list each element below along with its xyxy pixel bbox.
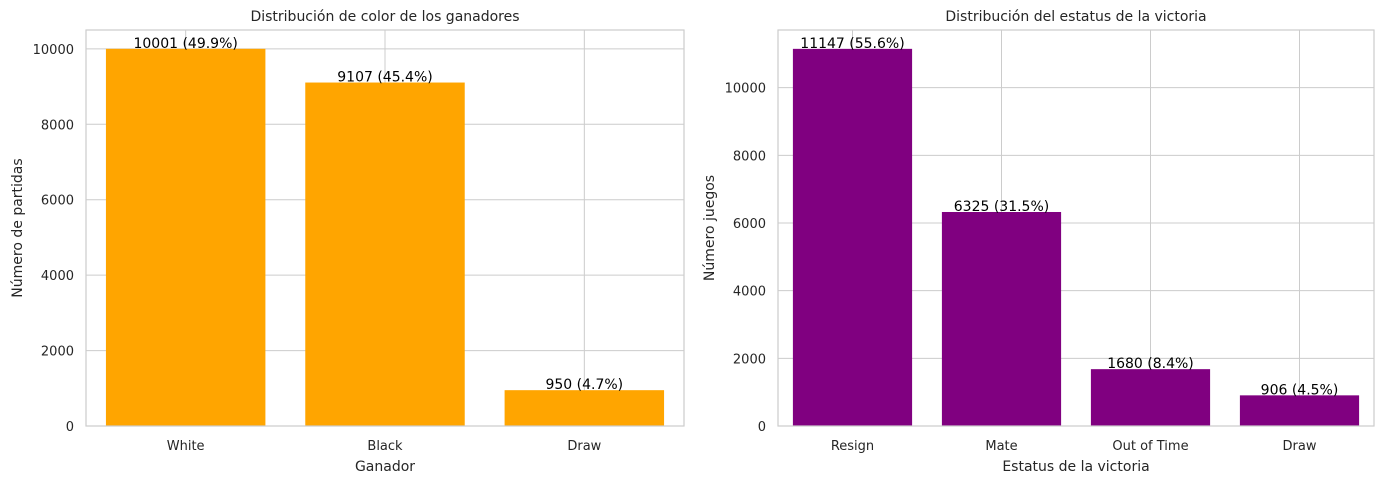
plot-frame bbox=[85, 29, 685, 427]
y-tick-label: 8000 bbox=[733, 149, 766, 164]
bar bbox=[1090, 369, 1211, 426]
x-tick-label: Draw bbox=[1283, 439, 1317, 454]
x-tick-label: Black bbox=[367, 439, 403, 454]
bar-value-label: 10001 (49.9%) bbox=[133, 36, 237, 52]
y-axis-label: Número de partidas bbox=[10, 158, 26, 297]
bar bbox=[1239, 395, 1360, 426]
y-tick-label: 2000 bbox=[733, 352, 766, 367]
y-tick-label: 8000 bbox=[41, 118, 74, 133]
y-tick-label: 10000 bbox=[725, 82, 766, 97]
bar bbox=[105, 48, 266, 426]
x-tick-label: Resign bbox=[831, 439, 874, 454]
y-tick-label: 2000 bbox=[41, 345, 74, 360]
x-tick-label: Draw bbox=[567, 439, 601, 454]
y-tick-label: 4000 bbox=[733, 285, 766, 300]
y-tick-label: 0 bbox=[66, 420, 74, 435]
y-tick-label: 6000 bbox=[733, 217, 766, 232]
x-axis-label: Estatus de la victoria bbox=[1002, 459, 1149, 475]
y-tick-label: 0 bbox=[758, 420, 766, 435]
bar bbox=[792, 48, 913, 427]
bar-value-label: 950 (4.7%) bbox=[545, 377, 623, 393]
bar-value-label: 9107 (45.4%) bbox=[337, 70, 432, 86]
y-tick-label: 6000 bbox=[41, 194, 74, 209]
bar-value-label: 6325 (31.5%) bbox=[954, 199, 1049, 215]
x-axis-label: Ganador bbox=[355, 459, 415, 475]
plot-frame bbox=[777, 29, 1375, 427]
y-tick-label: 10000 bbox=[33, 43, 74, 58]
bar-value-label: 1680 (8.4%) bbox=[1107, 356, 1194, 372]
chart-title: Distribución de color de los ganadores bbox=[250, 9, 519, 25]
bar-value-label: 11147 (55.6%) bbox=[800, 36, 904, 52]
y-axis-label: Número juegos bbox=[702, 175, 718, 281]
bar bbox=[941, 211, 1062, 426]
x-tick-label: Out of Time bbox=[1112, 439, 1188, 454]
bar-value-label: 906 (4.5%) bbox=[1261, 382, 1339, 398]
chart-title: Distribución del estatus de la victoria bbox=[945, 9, 1206, 25]
x-tick-label: White bbox=[167, 439, 205, 454]
bar bbox=[305, 82, 465, 426]
y-tick-label: 4000 bbox=[41, 269, 74, 284]
x-tick-label: Mate bbox=[985, 439, 1017, 454]
bar bbox=[504, 390, 665, 426]
